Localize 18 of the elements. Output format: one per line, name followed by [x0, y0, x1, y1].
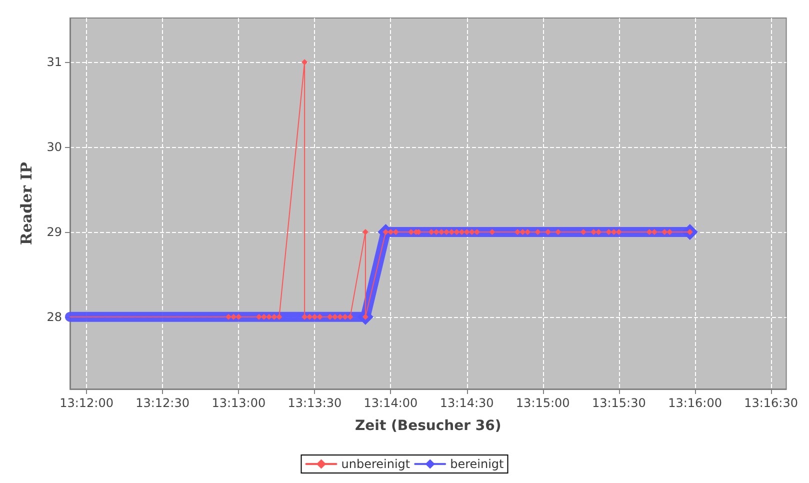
x-axis-title: Zeit (Besucher 36) — [355, 418, 502, 434]
y-axis-title: Reader IP — [18, 162, 36, 246]
x-tick-label: 13:14:00 — [364, 396, 418, 410]
x-tick-label: 13:15:00 — [516, 396, 570, 410]
x-tick-label: 13:16:00 — [668, 396, 722, 410]
x-tick-label: 13:13:30 — [288, 396, 342, 410]
y-tick-label: 31 — [46, 55, 62, 70]
y-tick-label: 28 — [46, 310, 62, 324]
x-tick-label: 13:15:30 — [592, 396, 646, 410]
y-tick-label: 30 — [46, 140, 62, 154]
x-tick-label: 13:12:30 — [136, 396, 190, 410]
legend-label: unbereinigt — [341, 457, 410, 471]
x-tick-label: 13:13:00 — [212, 396, 266, 410]
x-tick-label: 13:12:00 — [60, 396, 114, 410]
x-tick-label: 13:16:30 — [744, 396, 798, 410]
y-tick-label: 29 — [46, 224, 62, 239]
legend-label: bereinigt — [450, 457, 504, 471]
x-tick-label: 13:14:30 — [440, 396, 494, 410]
